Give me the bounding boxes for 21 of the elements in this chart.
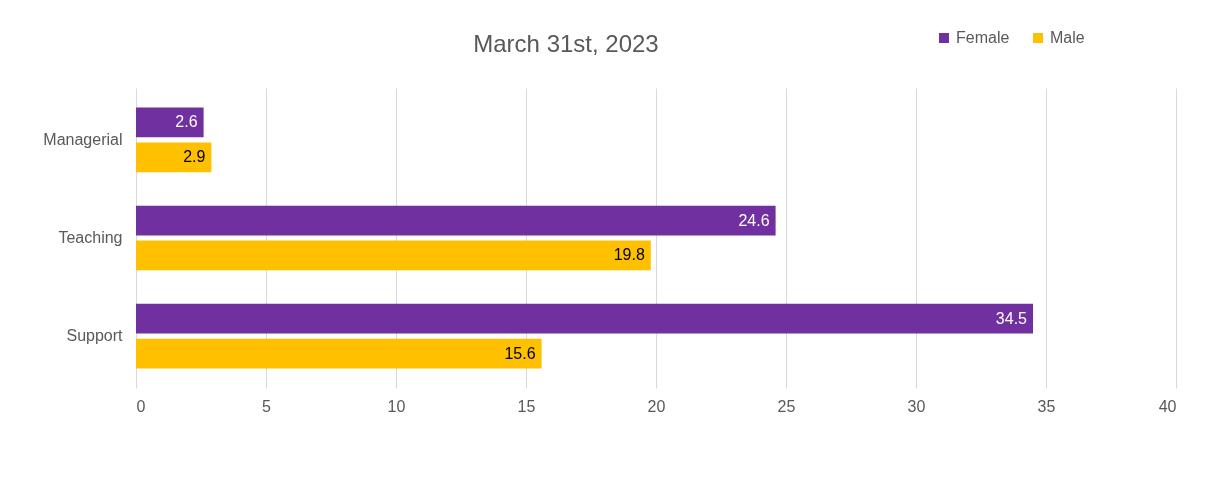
data-label: 2.9 — [183, 148, 206, 166]
x-tick-label: 0 — [136, 397, 146, 415]
data-label: 15.6 — [504, 344, 536, 362]
y-tick-label: Managerial — [43, 130, 123, 148]
x-tick-label: 30 — [907, 397, 926, 415]
data-label: 34.5 — [995, 309, 1028, 327]
y-tick-label: Teaching — [58, 229, 123, 246]
chart-title: March 31st, 2023 — [473, 30, 659, 57]
x-tick-label: 25 — [777, 397, 796, 415]
x-tick-label: 40 — [1158, 397, 1177, 415]
legend-label: Female — [956, 29, 1010, 46]
x-tick-label: 15 — [517, 397, 536, 415]
x-tick-label: 5 — [262, 397, 272, 415]
y-tick-label: Support — [66, 327, 124, 345]
data-label: 19.8 — [613, 246, 645, 264]
x-tick-label: 20 — [647, 397, 666, 415]
legend-label: Male — [1050, 29, 1085, 46]
x-tick-label: 10 — [387, 397, 406, 415]
data-label: 24.6 — [738, 211, 770, 229]
data-label: 2.6 — [175, 113, 198, 131]
x-tick-label: 35 — [1037, 397, 1056, 415]
